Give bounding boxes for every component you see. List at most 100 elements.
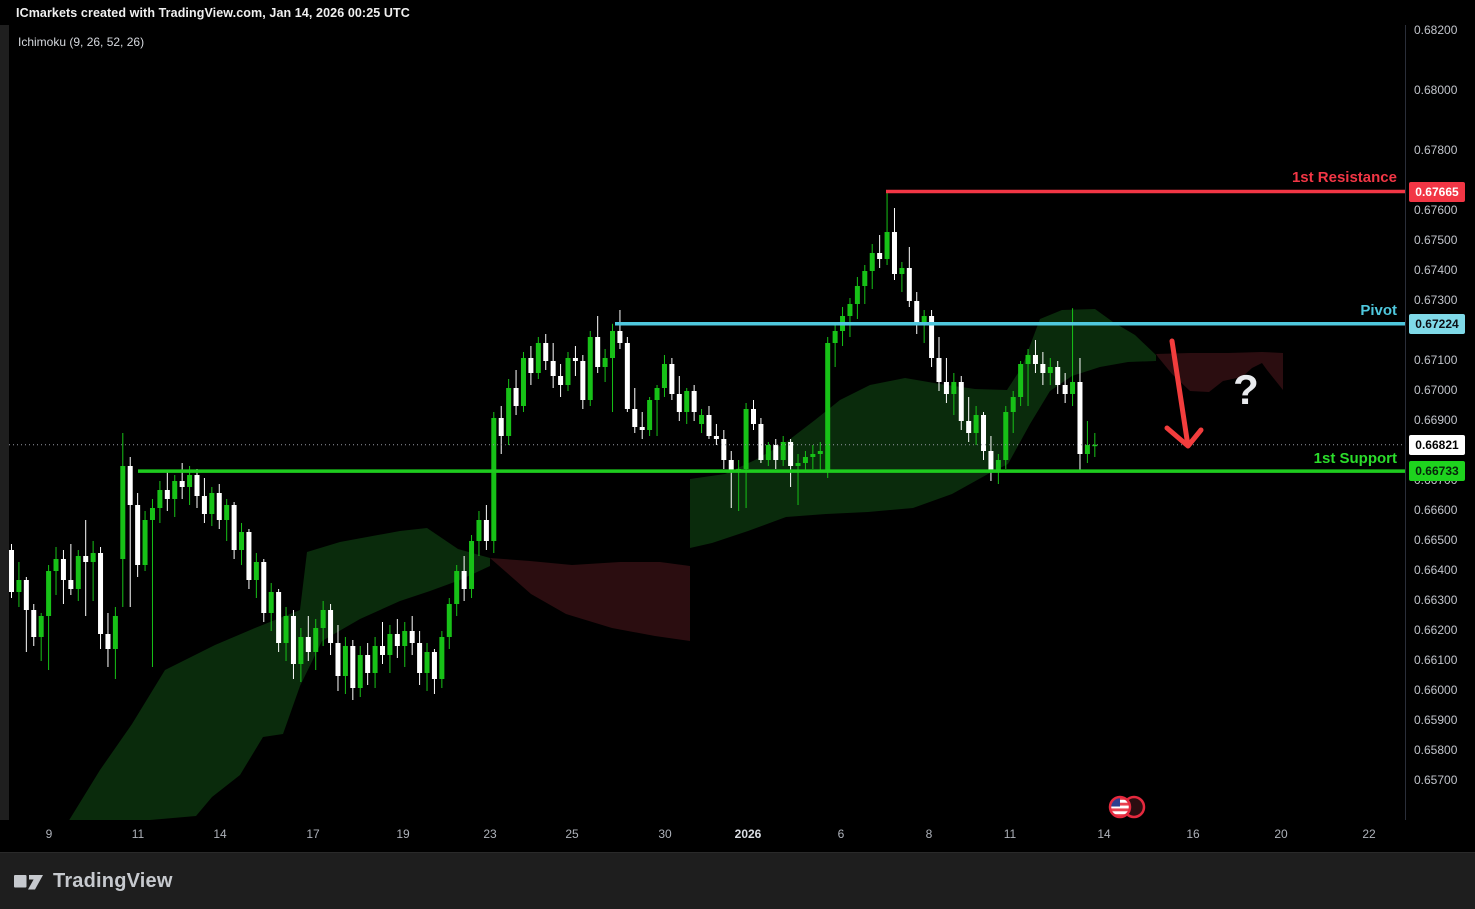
price-tick-label: 0.66100 <box>1414 653 1458 667</box>
price-tick-label: 0.66300 <box>1414 593 1458 607</box>
candle <box>520 352 526 412</box>
candle <box>699 409 705 433</box>
price-tick-label: 0.66000 <box>1414 683 1458 697</box>
tradingview-logo[interactable]: TradingView <box>14 870 173 893</box>
kumo-bearish-mid <box>490 558 690 641</box>
candle <box>966 397 972 442</box>
price-tick-label: 0.67100 <box>1414 353 1458 367</box>
tradingview-logo-text: TradingView <box>53 870 173 892</box>
down-arrow-drawing[interactable] <box>1164 338 1204 449</box>
time-axis-label: 14 <box>213 827 227 841</box>
time-axis-label: 23 <box>483 827 497 841</box>
candle <box>906 247 912 307</box>
time-axis-label: 17 <box>306 827 320 841</box>
candle <box>1010 391 1016 433</box>
chart-attribution: ICmarkets created with TradingView.com, … <box>16 6 410 20</box>
candle <box>298 628 304 682</box>
candle <box>958 376 964 430</box>
candle <box>209 487 215 526</box>
candle <box>276 589 282 652</box>
candle <box>431 649 437 694</box>
ichimoku-indicator-legend[interactable]: Ichimoku (9, 26, 52, 26) <box>18 35 145 49</box>
candle <box>224 499 230 541</box>
candle <box>83 520 89 616</box>
price-tick-label: 0.66900 <box>1414 413 1458 427</box>
candle <box>305 616 311 661</box>
time-axis-label: 11 <box>131 827 145 841</box>
candle <box>1040 352 1046 385</box>
candle <box>261 559 267 622</box>
candle <box>483 505 489 550</box>
price-tick-label: 0.67400 <box>1414 263 1458 277</box>
candle <box>216 484 222 529</box>
candle <box>558 364 564 397</box>
candle <box>31 604 37 646</box>
candle <box>127 457 133 607</box>
candle <box>639 412 645 439</box>
time-axis-label: 22 <box>1362 827 1376 841</box>
candle <box>417 631 423 685</box>
candle <box>157 481 163 523</box>
candle <box>1047 358 1053 385</box>
support-annotation[interactable]: 1st Support <box>1313 450 1397 467</box>
candle <box>268 583 274 631</box>
candle <box>239 523 245 565</box>
price-tick-label: 0.67000 <box>1414 383 1458 397</box>
candle <box>446 598 452 649</box>
candle <box>246 529 252 589</box>
candle <box>105 613 111 667</box>
price-tick-label: 0.65800 <box>1414 743 1458 757</box>
time-axis-label: 9 <box>45 827 53 841</box>
price-axis[interactable]: 0.68200 0.68000 0.67800 0.67600 0.67500 0.674… <box>1405 23 1475 820</box>
candle <box>194 469 200 508</box>
candle <box>75 550 81 601</box>
candle <box>68 544 74 595</box>
candle <box>38 613 44 661</box>
candle <box>610 323 616 412</box>
candle <box>788 439 794 487</box>
candle <box>328 604 334 655</box>
candle <box>1062 373 1068 403</box>
candle <box>832 322 838 367</box>
price-tick-label: 0.67600 <box>1414 203 1458 217</box>
candle <box>394 619 400 658</box>
candle <box>973 406 979 445</box>
candle <box>46 565 52 670</box>
candle <box>149 499 155 667</box>
candle <box>535 337 541 379</box>
candle <box>862 265 868 304</box>
candle <box>16 562 22 607</box>
pivot-annotation[interactable]: Pivot <box>1360 302 1397 319</box>
candle <box>342 637 348 694</box>
candle <box>869 244 875 289</box>
candle <box>201 478 207 523</box>
price-tick-label: 0.67300 <box>1414 293 1458 307</box>
candle <box>877 235 883 268</box>
kumo-bullish-main <box>690 309 1156 548</box>
candle <box>899 262 905 292</box>
time-axis-label: 16 <box>1186 827 1200 841</box>
candle <box>936 337 942 391</box>
price-tick-label: 0.66600 <box>1414 503 1458 517</box>
candle <box>891 208 897 280</box>
us-flag-event-icon[interactable] <box>1108 795 1146 819</box>
candle <box>1055 361 1061 394</box>
left-pane-edge <box>0 25 9 852</box>
price-tick-label: 0.68000 <box>1414 83 1458 97</box>
candle <box>765 442 771 466</box>
candle <box>995 454 1001 484</box>
candle <box>98 547 104 649</box>
candle <box>1084 421 1090 463</box>
candle <box>580 355 586 409</box>
candle <box>1032 340 1038 373</box>
candle <box>988 436 994 481</box>
time-axis[interactable]: 9 11 14 17 19 23 25 30 2026 6 8 11 14 16 20 22 <box>0 820 1405 852</box>
time-axis-label: 30 <box>658 827 672 841</box>
candle <box>402 622 408 667</box>
resistance-annotation[interactable]: 1st Resistance <box>1291 169 1397 186</box>
candle <box>350 640 356 700</box>
candle <box>676 376 682 421</box>
question-mark-annotation[interactable]: ? <box>1233 366 1259 413</box>
